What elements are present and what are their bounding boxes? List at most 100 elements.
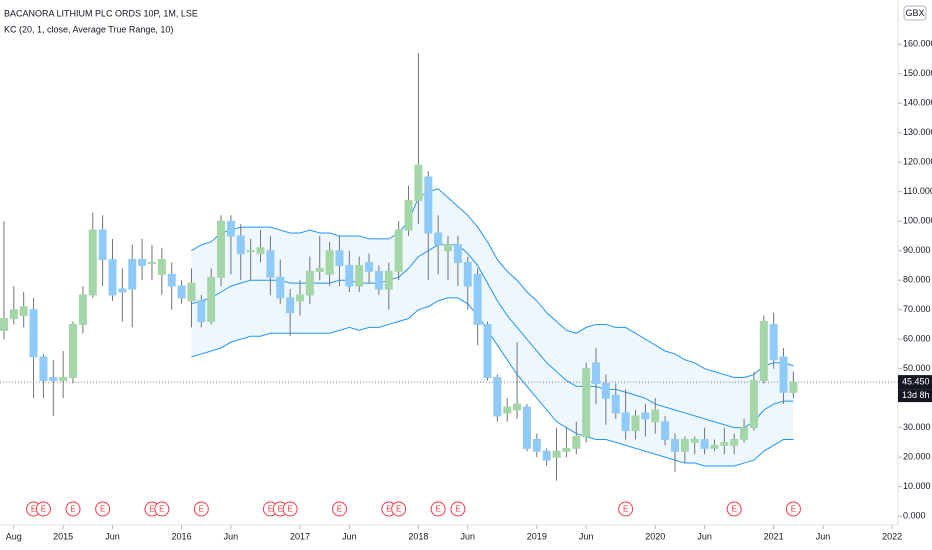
candle-body xyxy=(236,235,245,255)
earnings-label: E xyxy=(791,505,796,514)
x-tick-label: 2017 xyxy=(290,531,310,541)
candle-body xyxy=(355,264,364,287)
candle-body xyxy=(601,382,610,399)
candle-body xyxy=(256,247,265,255)
x-tick-label: Aug xyxy=(6,531,22,541)
candle-body xyxy=(661,421,670,440)
candle-body xyxy=(118,288,127,293)
candle-body xyxy=(621,412,630,432)
x-tick-label: Jun xyxy=(579,531,594,541)
y-tick-label: 100.000 xyxy=(903,216,932,226)
candle-body xyxy=(542,450,551,461)
candle-body xyxy=(128,259,137,290)
x-tick-label: 2015 xyxy=(53,531,73,541)
candle-body xyxy=(138,259,147,266)
candle-body xyxy=(444,244,453,252)
candle-body xyxy=(779,356,788,393)
candle-body xyxy=(562,447,571,452)
candle-body xyxy=(187,282,196,302)
earnings-marker xyxy=(726,501,742,517)
currency-box[interactable] xyxy=(903,5,927,21)
candle-body xyxy=(740,427,749,440)
candle-body xyxy=(295,294,304,302)
earnings-label: E xyxy=(623,505,628,514)
candle-body xyxy=(177,285,186,299)
last-price-box xyxy=(898,375,932,390)
candle-body xyxy=(0,318,8,331)
earnings-marker xyxy=(430,501,446,517)
candle-body xyxy=(69,323,78,379)
channel-upper xyxy=(191,188,794,379)
candle-body xyxy=(414,164,423,202)
earnings-marker xyxy=(450,501,466,517)
y-tick-label: 80.000 xyxy=(903,275,931,285)
x-tick-label: 2019 xyxy=(527,531,547,541)
candle-body xyxy=(552,450,561,458)
candle-body xyxy=(513,403,522,411)
last-price-label: 45.450 xyxy=(902,376,930,386)
earnings-label: E xyxy=(287,505,292,514)
candle-body xyxy=(769,323,778,361)
candle-body xyxy=(49,377,58,381)
earnings-marker xyxy=(331,501,347,517)
candle-body xyxy=(670,438,679,452)
candle-body xyxy=(345,264,354,287)
candle-body xyxy=(730,438,739,446)
x-tick-label: 2020 xyxy=(645,531,665,541)
x-tick-label: 2021 xyxy=(764,531,784,541)
earnings-label: E xyxy=(732,505,737,514)
x-tick-label: Jun xyxy=(342,531,357,541)
y-tick-label: 150.000 xyxy=(903,68,932,78)
candle-body xyxy=(315,267,324,272)
candle-body xyxy=(29,309,38,358)
candle-body xyxy=(217,220,226,278)
candle-body xyxy=(325,250,334,275)
currency[interactable]: GBX xyxy=(905,8,924,18)
candle-body xyxy=(78,294,87,325)
candle-body xyxy=(157,259,166,275)
candle-body xyxy=(592,362,601,384)
earnings-label: E xyxy=(149,505,154,514)
candle-body xyxy=(108,259,117,296)
y-tick-label: 90.000 xyxy=(903,245,931,255)
y-tick-label: 130.000 xyxy=(903,127,932,137)
y-tick-label: 20.000 xyxy=(903,452,931,462)
indicator-label: KC (20, 1, close, Average True Range, 10… xyxy=(4,24,173,34)
y-tick-label: 70.000 xyxy=(903,304,931,314)
x-tick-label: 2018 xyxy=(408,531,428,541)
earnings-label: E xyxy=(31,505,36,514)
candle-body xyxy=(522,406,531,449)
earnings-label: E xyxy=(435,505,440,514)
candle-body xyxy=(59,377,68,381)
candle-body xyxy=(789,381,798,393)
earnings-marker xyxy=(785,501,801,517)
earnings-marker xyxy=(95,501,111,517)
y-tick-label: 140.000 xyxy=(903,98,932,108)
candle-body xyxy=(9,309,18,320)
earnings-marker xyxy=(35,501,51,517)
candle-body xyxy=(700,438,709,449)
candle-body xyxy=(305,270,314,296)
x-tick-label: 2022 xyxy=(882,531,902,541)
x-tick-label: Jun xyxy=(224,531,239,541)
candle-body xyxy=(147,262,156,264)
candle-body xyxy=(453,244,462,264)
chart-title: BACANORA LITHIUM PLC ORDS 10P, 1M, LSE xyxy=(4,8,198,18)
candle-body xyxy=(276,276,285,299)
channel-basis xyxy=(191,244,794,429)
candle-body xyxy=(226,220,235,237)
channel-lower xyxy=(191,297,794,467)
candle-body xyxy=(167,273,176,287)
candle-body xyxy=(463,262,472,287)
y-tick-label: 110.000 xyxy=(903,186,932,196)
y-tick-label: 60.000 xyxy=(903,334,931,344)
earnings-label: E xyxy=(199,505,204,514)
y-tick-label: 10.000 xyxy=(903,481,931,491)
candle-body xyxy=(197,300,206,322)
candle-body xyxy=(335,250,344,266)
y-tick-label: 30.000 xyxy=(903,422,931,432)
x-tick-label: Jun xyxy=(697,531,712,541)
earnings-marker xyxy=(193,501,209,517)
earnings-marker xyxy=(282,501,298,517)
x-tick-label: Jun xyxy=(460,531,475,541)
